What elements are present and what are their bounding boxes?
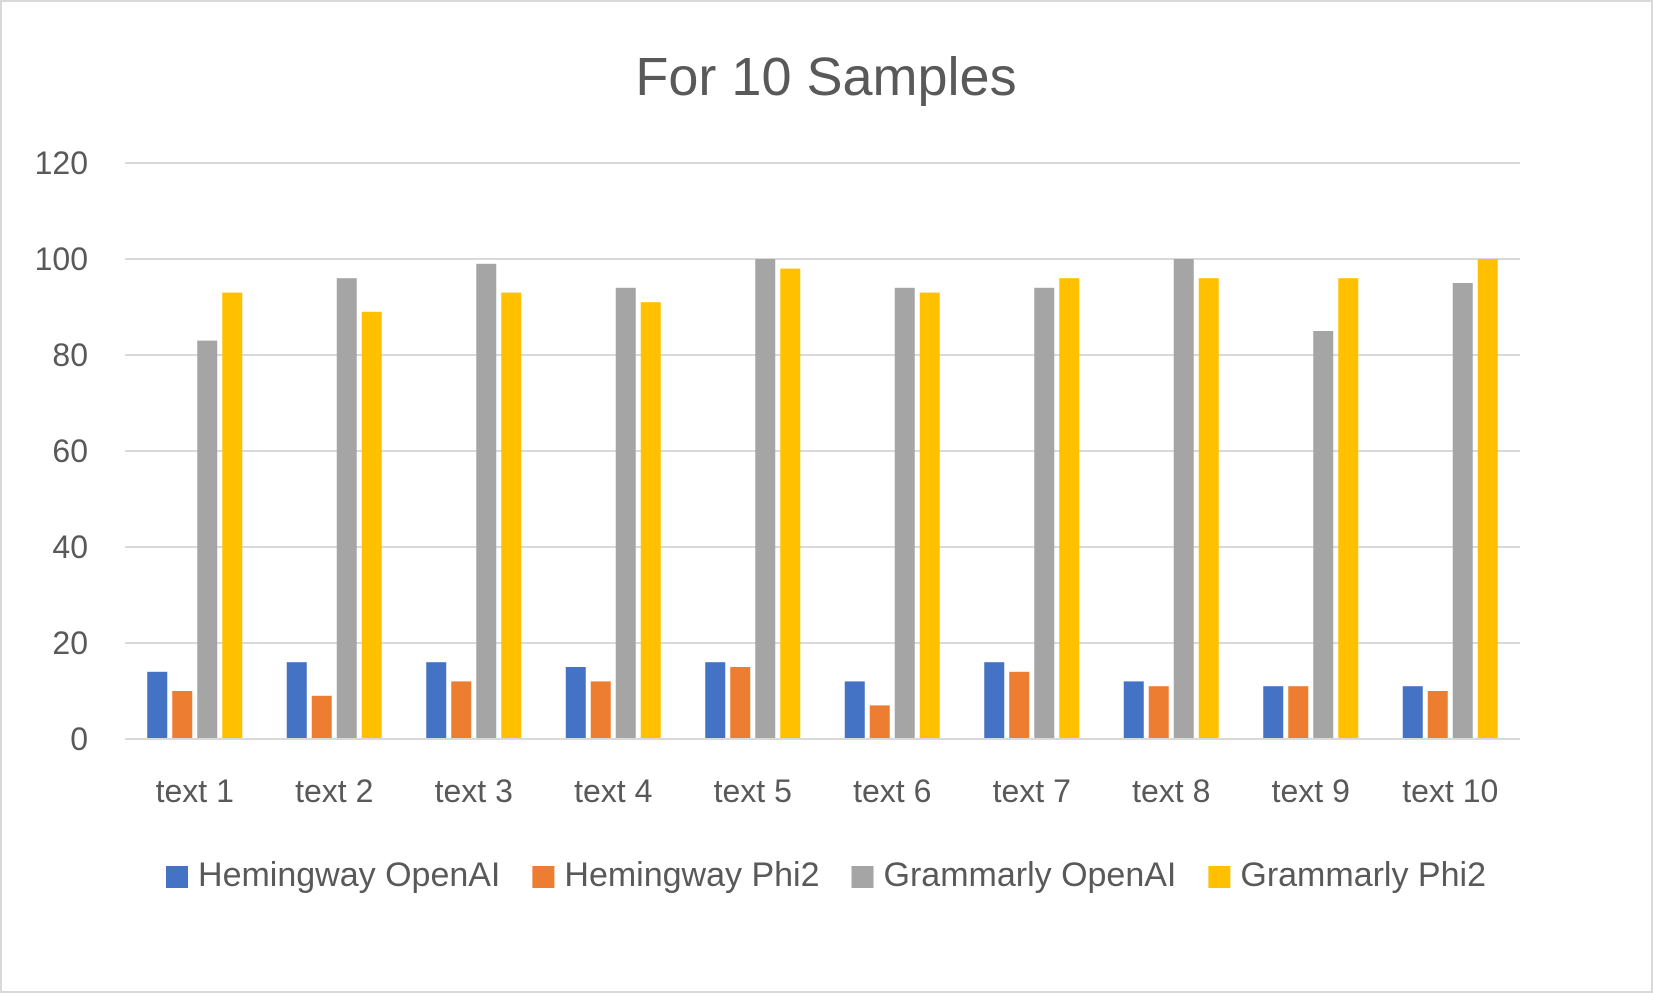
x-tick-label: text 9 <box>1272 773 1350 809</box>
bar <box>501 292 522 739</box>
legend-item: Hemingway OpenAI <box>166 856 500 894</box>
bar <box>1009 671 1030 739</box>
bar <box>844 681 865 739</box>
y-axis-ticks: 0 20 40 60 80 100 120 <box>35 145 88 757</box>
x-tick-label: text 2 <box>295 773 373 809</box>
x-tick-label: text 5 <box>714 773 792 809</box>
bar <box>615 287 636 739</box>
bar <box>476 263 497 739</box>
y-tick-label: 20 <box>52 625 88 661</box>
bar <box>869 705 890 739</box>
bar <box>565 667 586 739</box>
legend-label: Grammarly OpenAI <box>884 856 1177 894</box>
bar <box>755 259 776 739</box>
bar <box>1427 691 1448 739</box>
bar <box>197 340 218 739</box>
legend-item: Grammarly OpenAI <box>851 856 1177 894</box>
bar <box>640 302 661 739</box>
bar <box>311 695 332 739</box>
gridlines <box>125 162 1520 644</box>
bar <box>1477 259 1498 739</box>
bars <box>147 259 1498 739</box>
bar <box>1263 686 1284 739</box>
x-tick-label: text 6 <box>853 773 931 809</box>
x-axis-ticks: text 1 text 2 text 3 text 4 text 5 text 6 text… <box>156 773 1499 809</box>
x-tick-label: text 3 <box>435 773 513 809</box>
legend-item: Grammarly Phi2 <box>1208 856 1486 894</box>
bar <box>426 662 447 739</box>
bar <box>1338 278 1359 739</box>
legend-item: Hemingway Phi2 <box>532 856 820 894</box>
bar <box>780 268 801 739</box>
bar <box>1402 686 1423 739</box>
bar <box>590 681 611 739</box>
bar <box>1123 681 1144 739</box>
legend-swatch <box>1208 866 1231 888</box>
bar <box>1198 278 1219 739</box>
y-tick-label: 40 <box>52 529 88 565</box>
bar <box>984 662 1005 739</box>
legend-swatch <box>851 866 874 888</box>
bar <box>147 671 168 739</box>
x-tick-label: text 1 <box>156 773 234 809</box>
y-tick-label: 60 <box>52 433 88 469</box>
bar <box>1313 331 1334 739</box>
bar <box>1288 686 1309 739</box>
legend-label: Grammarly Phi2 <box>1240 856 1486 894</box>
bar <box>361 311 382 739</box>
y-tick-label: 120 <box>35 145 88 181</box>
legend-label: Hemingway OpenAI <box>198 856 500 894</box>
bar <box>1148 686 1169 739</box>
bar <box>336 278 357 739</box>
legend-label: Hemingway Phi2 <box>564 856 819 894</box>
bar <box>1034 287 1055 739</box>
bar <box>1173 259 1194 739</box>
bar <box>286 662 307 739</box>
y-tick-label: 100 <box>35 241 88 277</box>
x-tick-label: text 8 <box>1132 773 1210 809</box>
bar <box>451 681 472 739</box>
x-tick-label: text 7 <box>993 773 1071 809</box>
x-tick-label: text 4 <box>574 773 652 809</box>
bar <box>919 292 940 739</box>
bar <box>172 691 193 739</box>
legend-swatch <box>532 866 555 888</box>
bar <box>1452 283 1473 739</box>
bar <box>894 287 915 739</box>
bar <box>222 292 243 739</box>
legend: Hemingway OpenAI Hemingway Phi2 Grammarly … <box>166 856 1486 894</box>
bar <box>1059 278 1080 739</box>
y-tick-label: 0 <box>70 721 88 757</box>
legend-swatch <box>166 866 189 888</box>
y-tick-label: 80 <box>52 337 88 373</box>
chart-title: For 10 Samples <box>635 47 1016 107</box>
x-tick-label: text 10 <box>1402 773 1498 809</box>
bar <box>730 667 751 739</box>
bar <box>705 662 726 739</box>
